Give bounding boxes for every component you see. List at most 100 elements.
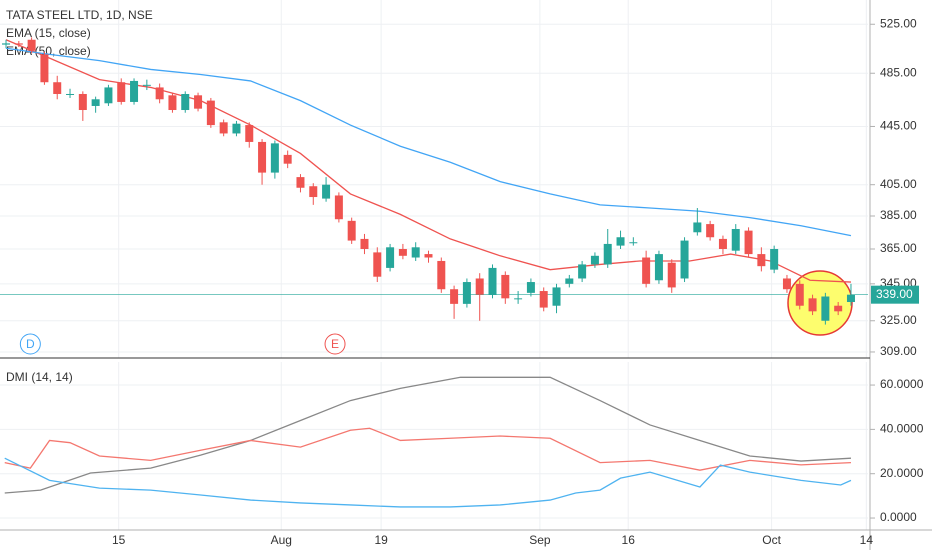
- candle-body: [78, 93, 87, 111]
- candle-body: [53, 82, 62, 94]
- x-tick-label: 15: [112, 533, 126, 547]
- candle-body: [258, 141, 267, 173]
- y-tick-label: 445.00: [880, 119, 917, 133]
- candle-body: [142, 84, 151, 86]
- candle-body: [181, 93, 190, 111]
- panel-title: DMI (14, 14): [6, 370, 73, 384]
- candle-body: [744, 230, 753, 255]
- line-series: [5, 39, 852, 283]
- x-tick-label: Oct: [762, 533, 781, 547]
- y-tick-label: 485.00: [880, 65, 917, 79]
- candle-body: [578, 264, 587, 279]
- candle-body: [821, 296, 830, 321]
- y-tick-label: 525.00: [880, 16, 917, 30]
- event-marker: [324, 333, 346, 355]
- candle-body: [757, 254, 766, 267]
- candle-body: [552, 287, 561, 306]
- legend-entry: EMA (50, close): [6, 44, 91, 58]
- candle-body: [309, 186, 318, 198]
- y-tick-label: 325.00: [880, 313, 917, 327]
- event-marker: [19, 333, 41, 355]
- line-series: [4, 457, 852, 508]
- candle-body: [66, 93, 75, 95]
- candle-body: [667, 262, 676, 288]
- candle-body: [373, 252, 382, 277]
- candle-body: [846, 294, 855, 303]
- candle-body: [194, 95, 203, 109]
- candle-body: [40, 54, 49, 83]
- candle-body: [14, 43, 23, 45]
- candle-body: [219, 122, 228, 134]
- x-tick-label: 16: [622, 533, 636, 547]
- candle-body: [270, 143, 279, 173]
- y-tick-label: 40.0000: [880, 422, 924, 436]
- y-tick-label: 309.00: [880, 344, 917, 358]
- candle-body: [424, 254, 433, 258]
- candle-body: [232, 123, 241, 134]
- highlight-circle: [787, 270, 853, 336]
- x-tick-label: Sep: [529, 533, 551, 547]
- candle-body: [501, 274, 510, 299]
- candle-body: [616, 237, 625, 246]
- candle-body: [130, 80, 139, 102]
- candle-body: [706, 224, 715, 238]
- y-tick-label: 385.00: [880, 208, 917, 222]
- candle-body: [590, 255, 599, 265]
- x-tick-label: Aug: [271, 533, 292, 547]
- candle-body: [462, 282, 471, 304]
- candle-body: [693, 222, 702, 233]
- candle-body: [411, 247, 420, 258]
- candle-body: [514, 298, 523, 300]
- event-label: D: [26, 337, 35, 351]
- candle-body: [539, 291, 548, 308]
- candle-body: [731, 228, 740, 251]
- y-tick-label: 60.0000: [880, 377, 924, 391]
- candle-body: [603, 243, 612, 265]
- candle-body: [642, 257, 651, 284]
- candle-body: [117, 82, 126, 102]
- line-series: [4, 376, 852, 494]
- candle-body: [245, 125, 254, 142]
- candle-body: [782, 278, 791, 290]
- candle-body: [296, 177, 305, 188]
- chart-title: TATA STEEL LTD, 1D, NSE: [6, 8, 153, 22]
- y-tick-label: 0.0000: [880, 510, 917, 524]
- x-tick-label: 19: [374, 533, 388, 547]
- candle-body: [398, 248, 407, 256]
- candle-body: [91, 99, 100, 106]
- candle-body: [795, 283, 804, 306]
- candle-body: [654, 254, 663, 281]
- candle-body: [347, 220, 356, 241]
- line-series: [5, 47, 852, 237]
- candle-body: [104, 87, 113, 104]
- candle-body: [629, 242, 638, 244]
- candle-body: [770, 248, 779, 270]
- candle-body: [155, 87, 164, 100]
- legend-entry: EMA (15, close): [6, 26, 91, 40]
- candle-body: [2, 43, 11, 45]
- candle-body: [168, 95, 177, 111]
- candle-body: [206, 100, 215, 126]
- candle-body: [718, 238, 727, 249]
- candle-body: [283, 154, 292, 164]
- candle-body: [360, 238, 369, 249]
- x-tick-label: 14: [860, 533, 874, 547]
- candle-body: [565, 278, 574, 284]
- line-series: [4, 427, 852, 471]
- candle-body: [437, 260, 446, 290]
- candle-body: [475, 278, 484, 295]
- y-tick-label: 20.0000: [880, 466, 924, 480]
- candle-body: [834, 305, 843, 312]
- candle-body: [334, 195, 343, 220]
- y-tick-label: 365.00: [880, 241, 917, 255]
- candle-body: [680, 240, 689, 279]
- candle-body: [386, 247, 395, 268]
- candle-body: [526, 282, 535, 293]
- event-label: E: [331, 337, 339, 351]
- last-price-tag: [871, 285, 919, 304]
- candle-body: [488, 267, 497, 295]
- last-price-label: 339.00: [876, 287, 913, 301]
- candle-body: [27, 39, 36, 51]
